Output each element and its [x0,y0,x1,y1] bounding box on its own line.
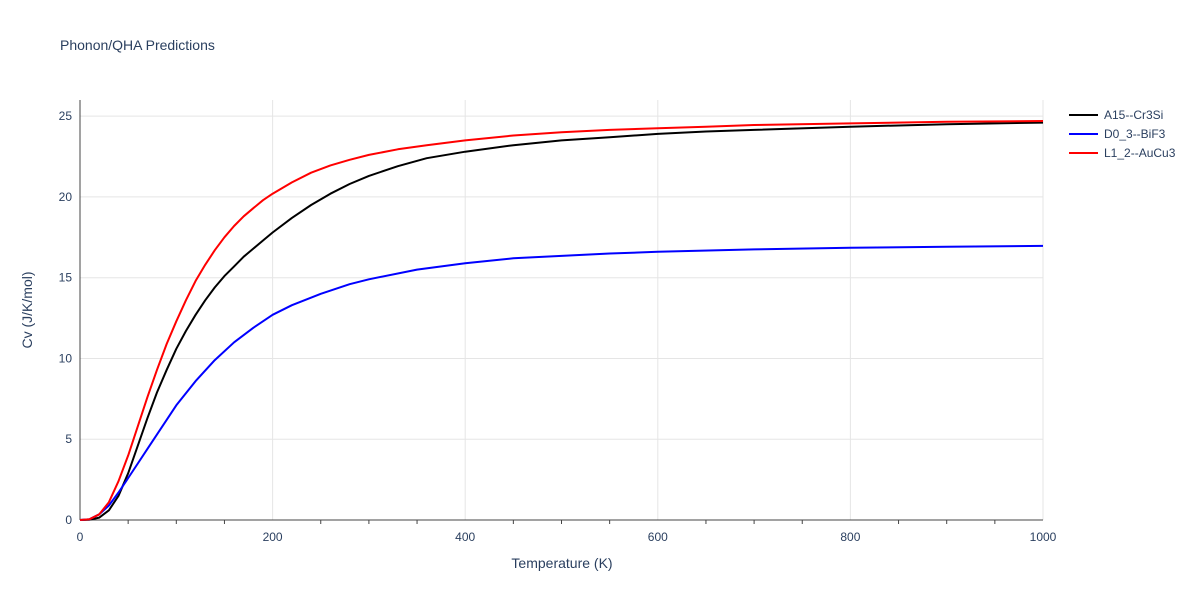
legend-label: A15--Cr3Si [1104,108,1163,122]
y-tick-label: 5 [65,432,72,446]
legend-item-2[interactable]: L1_2--AuCu3 [1069,146,1176,160]
y-tick-label: 10 [59,351,73,365]
series-line-0 [79,121,1044,521]
legend-item-1[interactable]: D0_3--BiF3 [1069,127,1166,141]
y-axis-title: Cv (J/K/mol) [19,272,35,349]
series-layer [79,120,1044,521]
y-tick-label: 15 [59,271,73,285]
x-tick-label: 1000 [1030,530,1057,544]
legend-label: D0_3--BiF3 [1104,127,1166,141]
x-tick-label: 0 [77,530,84,544]
y-tick-label: 20 [59,190,73,204]
x-tick-label: 800 [840,530,860,544]
y-tick-label: 0 [65,513,72,527]
chart-title: Phonon/QHA Predictions [60,37,215,53]
series-line-1 [79,244,1044,521]
x-tick-label: 400 [455,530,475,544]
y-tick-label: 25 [59,109,73,123]
legend-label: L1_2--AuCu3 [1104,146,1176,160]
x-axis-title: Temperature (K) [511,555,612,571]
grid [80,100,1044,520]
series-line-2 [79,120,1044,521]
legend-item-0[interactable]: A15--Cr3Si [1069,108,1163,122]
x-tick-label: 600 [648,530,668,544]
axes: 0 200 400 600 800 1000 0 5 10 15 20 25 [59,100,1057,544]
x-tick-label: 200 [263,530,283,544]
legend[interactable]: A15--Cr3Si D0_3--BiF3 L1_2--AuCu3 [1069,108,1176,160]
